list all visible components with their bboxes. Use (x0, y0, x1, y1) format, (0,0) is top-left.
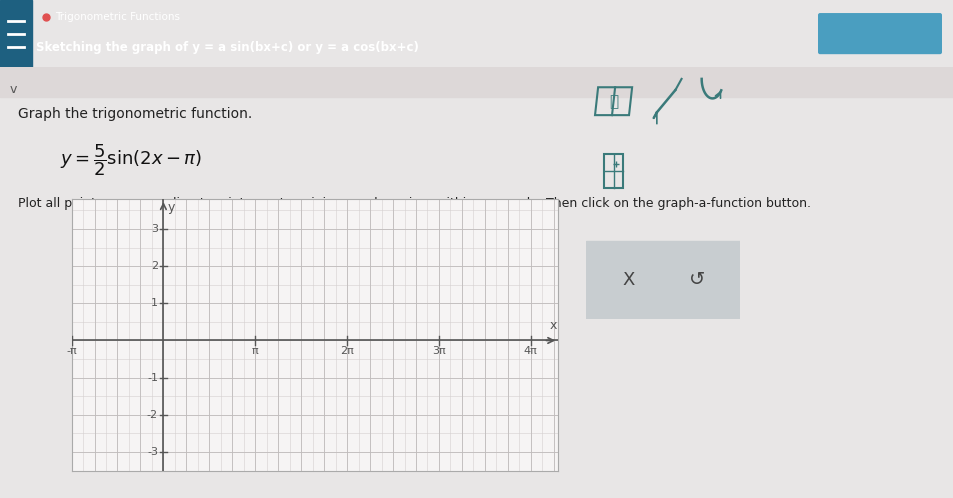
Text: -3: -3 (147, 447, 158, 457)
Text: 3π: 3π (432, 347, 445, 357)
Text: 2π: 2π (340, 347, 354, 357)
FancyBboxPatch shape (817, 13, 941, 54)
Text: X: X (622, 271, 635, 289)
Bar (0, 0, 32, 67)
Text: 1: 1 (151, 298, 158, 308)
Text: y: y (168, 201, 175, 214)
Text: 2: 2 (151, 261, 158, 271)
Bar (585, 241, 740, 319)
Text: -2: -2 (147, 410, 158, 420)
Text: Sketching the graph of y = a sin(bx+c) or y = a cos(bx+c): Sketching the graph of y = a sin(bx+c) o… (36, 41, 418, 54)
Text: Trigonometric Functions: Trigonometric Functions (55, 12, 180, 22)
Text: Graph the trigonometric function.: Graph the trigonometric function. (18, 107, 252, 122)
Text: ⬜: ⬜ (608, 94, 618, 109)
Text: 3: 3 (151, 224, 158, 234)
Text: v: v (10, 83, 17, 96)
Bar (0, 67, 953, 97)
Text: ↺: ↺ (688, 270, 704, 289)
Text: -π: -π (66, 347, 77, 357)
Text: 4π: 4π (523, 347, 537, 357)
Text: Plot all points corresponding to x-intercepts, minima, and maxima within one cyc: Plot all points corresponding to x-inter… (18, 198, 810, 211)
Text: -1: -1 (147, 373, 158, 382)
Text: $y=\dfrac{5}{2}\sin\!\left(2x-\pi\right)$: $y=\dfrac{5}{2}\sin\!\left(2x-\pi\right)… (60, 142, 202, 178)
Text: π: π (252, 347, 258, 357)
Text: x: x (549, 319, 557, 332)
